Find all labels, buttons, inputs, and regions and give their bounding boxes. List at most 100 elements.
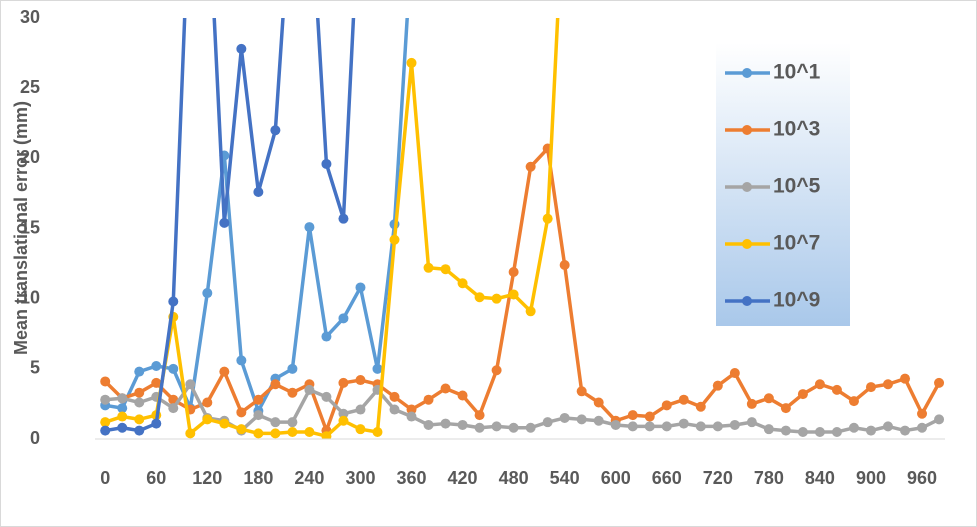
point bbox=[797, 389, 808, 400]
point bbox=[814, 379, 825, 390]
y-tick-label: 10 bbox=[20, 287, 40, 307]
point bbox=[236, 43, 247, 54]
y-tick-label: 0 bbox=[30, 428, 40, 448]
point bbox=[321, 331, 332, 342]
point bbox=[831, 426, 842, 437]
point bbox=[712, 421, 723, 432]
x-tick-label: 240 bbox=[294, 468, 324, 488]
point bbox=[185, 379, 196, 390]
point bbox=[525, 306, 536, 317]
x-tick-label: 180 bbox=[243, 468, 273, 488]
point bbox=[576, 414, 587, 425]
point bbox=[729, 419, 740, 430]
point bbox=[185, 428, 196, 439]
x-tick-label: 540 bbox=[550, 468, 580, 488]
legend-label: 10^9 bbox=[773, 289, 820, 312]
point bbox=[287, 363, 298, 374]
point bbox=[831, 384, 842, 395]
point bbox=[457, 278, 468, 289]
point bbox=[934, 377, 945, 388]
point bbox=[253, 428, 264, 439]
point bbox=[134, 387, 145, 398]
point bbox=[236, 355, 247, 366]
point bbox=[593, 397, 604, 408]
point bbox=[917, 422, 928, 433]
point bbox=[917, 408, 928, 419]
point bbox=[627, 421, 638, 432]
point bbox=[882, 421, 893, 432]
point bbox=[848, 396, 859, 407]
point bbox=[865, 425, 876, 436]
point bbox=[695, 421, 706, 432]
x-tick-label: 660 bbox=[652, 468, 682, 488]
point bbox=[117, 422, 128, 433]
point bbox=[695, 401, 706, 412]
legend-box bbox=[716, 43, 850, 326]
series-line bbox=[104, 18, 356, 433]
y-tick-label: 15 bbox=[20, 217, 40, 237]
legend-marker bbox=[742, 125, 752, 135]
point bbox=[219, 366, 230, 377]
point bbox=[644, 411, 655, 422]
point bbox=[270, 379, 281, 390]
x-tick-label: 720 bbox=[703, 468, 733, 488]
y-tick-label: 25 bbox=[20, 77, 40, 97]
point bbox=[287, 387, 298, 398]
point bbox=[457, 419, 468, 430]
point bbox=[202, 288, 213, 299]
x-tick-label: 600 bbox=[601, 468, 631, 488]
point bbox=[287, 417, 298, 428]
point bbox=[474, 422, 485, 433]
point bbox=[270, 428, 281, 439]
point bbox=[457, 390, 468, 401]
point bbox=[423, 262, 434, 273]
point bbox=[423, 394, 434, 405]
point bbox=[848, 422, 859, 433]
point bbox=[491, 365, 502, 376]
point bbox=[219, 418, 230, 429]
point bbox=[372, 426, 383, 437]
point bbox=[236, 407, 247, 418]
point bbox=[678, 394, 689, 405]
point bbox=[168, 296, 179, 307]
point bbox=[100, 376, 111, 387]
x-tick-label: 0 bbox=[100, 468, 110, 488]
point bbox=[610, 419, 621, 430]
point bbox=[746, 417, 757, 428]
x-tick-label: 300 bbox=[345, 468, 375, 488]
point bbox=[134, 414, 145, 425]
point bbox=[763, 424, 774, 435]
point bbox=[134, 397, 145, 408]
y-tick-label: 20 bbox=[20, 147, 40, 167]
point bbox=[168, 403, 179, 414]
legend-label: 10^1 bbox=[773, 61, 821, 84]
point bbox=[559, 259, 570, 270]
point bbox=[542, 213, 553, 224]
point bbox=[100, 394, 111, 405]
point bbox=[406, 57, 417, 68]
point bbox=[900, 373, 911, 384]
point bbox=[253, 187, 264, 198]
point bbox=[134, 366, 145, 377]
point bbox=[576, 386, 587, 397]
point bbox=[508, 289, 519, 300]
point bbox=[304, 384, 315, 395]
point bbox=[780, 403, 791, 414]
point bbox=[304, 222, 315, 233]
legend-label: 10^7 bbox=[773, 232, 820, 255]
x-tick-label: 900 bbox=[856, 468, 886, 488]
point bbox=[542, 417, 553, 428]
point bbox=[474, 410, 485, 421]
point bbox=[321, 158, 332, 169]
point bbox=[661, 421, 672, 432]
point bbox=[338, 313, 349, 324]
point bbox=[644, 421, 655, 432]
point bbox=[321, 431, 332, 439]
point bbox=[338, 408, 349, 419]
point bbox=[525, 161, 536, 172]
point bbox=[372, 363, 383, 374]
point bbox=[253, 410, 264, 421]
point bbox=[287, 426, 298, 437]
point bbox=[440, 383, 451, 394]
point bbox=[389, 391, 400, 402]
